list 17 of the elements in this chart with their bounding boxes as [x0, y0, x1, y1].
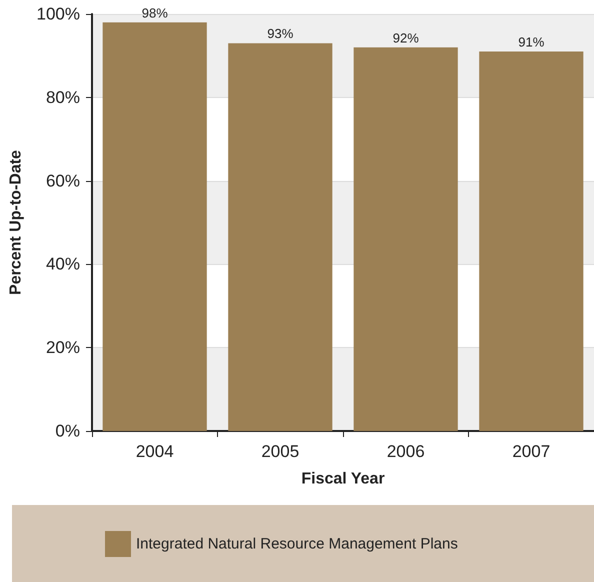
data-label: 93% [267, 26, 294, 42]
x-tick-label: 2006 [386, 442, 425, 461]
data-label: 92% [392, 30, 420, 46]
y-tick-label: 80% [46, 88, 80, 107]
data-label: 98% [142, 5, 168, 20]
x-tick-label: 2005 [261, 442, 300, 461]
y-tick-label: 0% [55, 422, 80, 440]
x-tick-label: 2007 [512, 442, 550, 461]
y-axis-title: Percent Up-to-Date [8, 150, 24, 295]
y-tick-label: 60% [46, 171, 80, 190]
legend-label: Integrated Natural Resource Management Plans [136, 536, 458, 552]
y-tick-label: 20% [46, 338, 80, 358]
data-label: 91% [518, 34, 545, 50]
x-tick-label: 2004 [136, 442, 174, 461]
y-tick-label: 100% [36, 4, 80, 24]
y-tick-label: 40% [46, 254, 80, 274]
x-axis-title: Fiscal Year [301, 470, 385, 488]
